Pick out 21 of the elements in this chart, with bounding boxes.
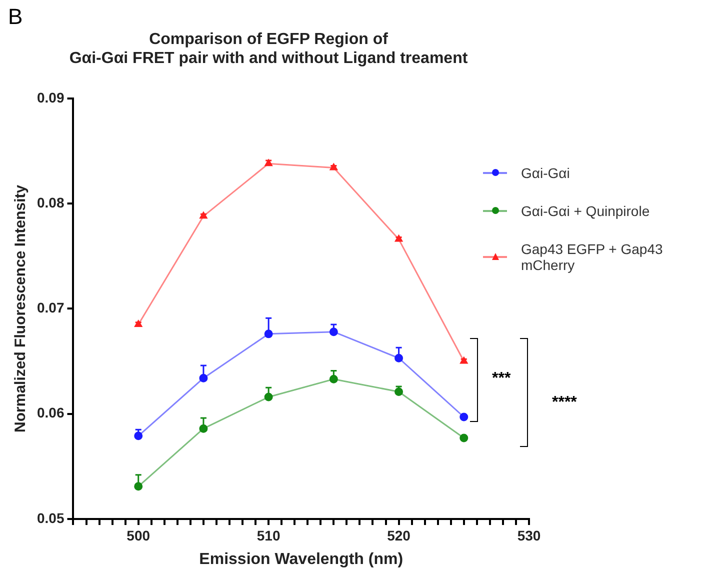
chart-title: Comparison of EGFP Region of Gαi-Gαi FRET pair with and without Ligand treament <box>69 31 468 68</box>
y-tick-label: 0.07 <box>37 300 64 316</box>
point <box>199 424 208 433</box>
point <box>329 374 338 384</box>
y-tick-label: 0.09 <box>37 89 64 106</box>
x-tick-label: 520 <box>387 527 411 544</box>
x-tick-label: 530 <box>517 527 541 544</box>
y-axis-title: Normalized Fluorescence Intensity <box>12 184 30 432</box>
x-tick-label: 500 <box>126 527 150 544</box>
legend-label: Gαi-Gαi <box>521 165 570 181</box>
y-tick-label: 0.08 <box>37 194 64 210</box>
y-tick-label: 0.05 <box>37 510 64 526</box>
legend-label: Gap43 EGFP + Gap43 mCherry <box>521 241 664 273</box>
legend-label: Gαi-Gαi + Quinpirole <box>521 203 650 219</box>
annotation: *** <box>492 370 511 388</box>
point <box>394 354 404 362</box>
text: **** <box>552 394 577 412</box>
text: B <box>8 4 23 30</box>
y-tick-label: 0.06 <box>37 404 64 421</box>
x-tick-label: 510 <box>256 527 280 544</box>
x-axis-title: Emission Wavelength (nm) <box>199 550 404 568</box>
